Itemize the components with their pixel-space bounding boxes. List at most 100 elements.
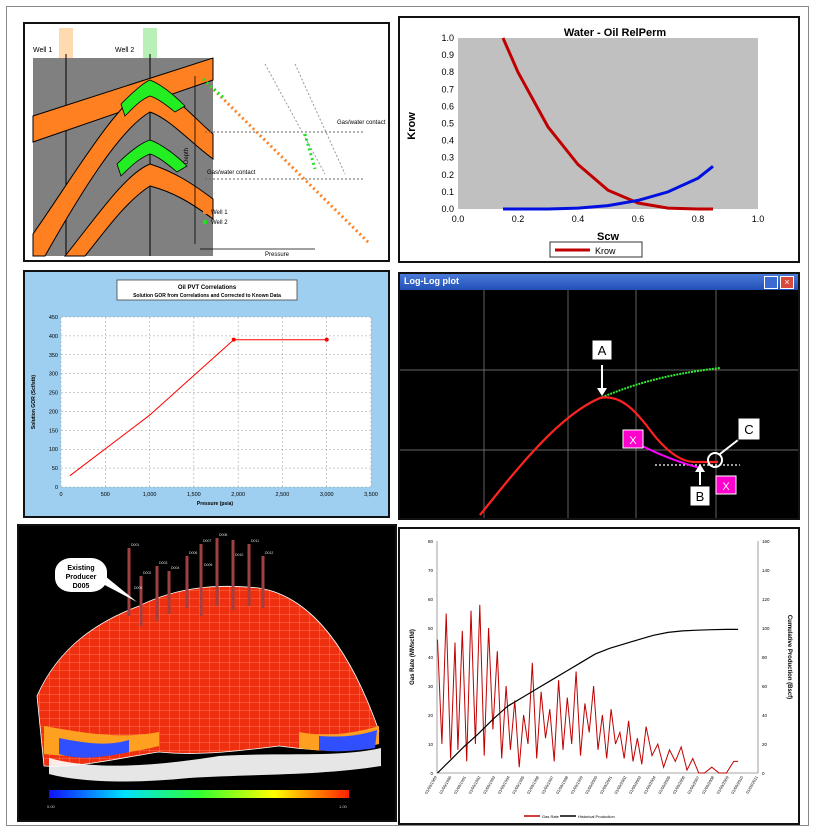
x-tick-label: 01/09/1996 (526, 774, 541, 795)
gas-water-contact-upper: Gas/water contact (337, 120, 386, 126)
legend-label-gas-rate: Gas Rate (542, 814, 560, 819)
y-tick-label: 0.6 (441, 101, 454, 111)
x-tick-label: 01/09/2001 (599, 774, 614, 795)
x-tick-label: 01/09/2007 (686, 774, 701, 795)
y-axis-label: Solution GOR (Scf/stb) (31, 375, 37, 429)
x-tick-label: 01/09/2003 (628, 774, 643, 795)
label-a: A (598, 343, 607, 358)
y-tick-label: 50 (52, 466, 58, 472)
krow-line (501, 37, 713, 211)
title-box (116, 279, 298, 301)
callout-bubble (55, 558, 107, 592)
window-titlebar: Log-Log plot × (400, 274, 798, 290)
scale-min-label: 0.00 (47, 804, 56, 809)
left-tick-label: 80 (428, 539, 434, 544)
marker-x-1 (622, 429, 644, 449)
close-icon[interactable]: × (780, 276, 794, 289)
left-axis-label: Gas Rate (MMscf/d) (410, 629, 416, 685)
x-tick-label: 01/09/2011 (745, 774, 760, 794)
y-tick-label: 200 (49, 409, 58, 415)
label-c: C (744, 422, 753, 437)
x-tick-label: 0.0 (452, 214, 465, 224)
label-c-box (737, 417, 761, 441)
legend-label-production: Historical Production (578, 814, 615, 819)
well-label-d011: D011 (251, 539, 259, 543)
x-tick-label: 0.6 (632, 214, 645, 224)
x-tick-label: 1,500 (187, 492, 201, 498)
y-tick-label: 400 (49, 334, 58, 340)
y-tick-label: 300 (49, 372, 58, 378)
y-tick-label: 0.8 (441, 67, 454, 77)
plot-area (61, 317, 371, 487)
well-label-d010: D010 (235, 553, 243, 557)
x-tick-label: 0.8 (692, 214, 705, 224)
well-label-d001: D001 (131, 543, 139, 547)
left-tick-label: 40 (428, 655, 434, 660)
y-tick-label: 1.0 (441, 33, 454, 43)
x-tick-label: 01/09/1990 (438, 774, 453, 795)
x-tick-label: 0.2 (512, 214, 525, 224)
x-axis-label: Pressure (psia) (197, 501, 233, 507)
color-scale-bar (49, 790, 349, 798)
legend-label-krow: Krow (595, 246, 616, 256)
x-tick-label: 01/09/2009 (715, 774, 730, 795)
point-c-circle (707, 452, 723, 468)
left-tick-label: 20 (428, 713, 434, 718)
x-tick-label: 01/09/1997 (540, 774, 555, 795)
well-label-d004: D004 (171, 566, 179, 570)
scale-max-label: 1.00 (339, 804, 348, 809)
y-axis-label: Krow (406, 112, 418, 140)
right-tick-label: 140 (762, 568, 770, 573)
x-tick-label: 2,000 (231, 492, 245, 498)
y-tick-label: 0.1 (441, 187, 454, 197)
left-tick-label: 0 (430, 771, 433, 776)
left-tick-label: 50 (428, 626, 434, 631)
x-tick-label: 01/09/1998 (555, 774, 570, 795)
x-tick-label: 01/09/2005 (657, 774, 672, 795)
x-tick-label: 01/09/2006 (672, 774, 687, 795)
well-label-d002: D002 (143, 571, 151, 575)
x-axis-label: Scw (597, 231, 619, 243)
y-tick-label: 150 (49, 428, 58, 434)
panel-relperm-chart: Water - Oil RelPerm Krow Scw 0.0 0.2 0.4 0.… (398, 16, 800, 263)
left-tick-label: 30 (428, 684, 434, 689)
right-tick-label: 0 (762, 771, 765, 776)
x-tick-label: 01/09/2010 (730, 774, 745, 795)
y-tick-label: 0.5 (441, 119, 454, 129)
panel-pvt-chart: Oil PVT Correlations Solution GOR from C… (23, 270, 390, 518)
x-tick-label: 1,000 (143, 492, 157, 498)
depth-axis-label: Depth (184, 148, 190, 164)
restore-icon[interactable] (764, 276, 778, 289)
y-tick-label: 0.9 (441, 50, 454, 60)
x-tick-label: 3,000 (320, 492, 334, 498)
y-tick-label: 100 (49, 447, 58, 453)
gas-water-contact-lower: Gas/water contact (207, 170, 256, 176)
marker-x-1-label: X (629, 435, 637, 447)
y-tick-label: 0.2 (441, 170, 454, 180)
well-label-d005: D005 (134, 586, 142, 590)
x-tick-label: 01/09/1992 (467, 774, 482, 795)
x-tick-label: 01/09/2002 (613, 774, 628, 795)
right-tick-label: 60 (762, 684, 768, 689)
marker-x-2-label: X (722, 481, 730, 493)
y-tick-label: 0.0 (441, 204, 454, 214)
x-tick-label: 01/09/1993 (482, 774, 497, 795)
x-tick-label: 2,500 (276, 492, 290, 498)
window-title: Log-Log plot (404, 276, 459, 286)
historical-production-line (437, 628, 739, 774)
right-tick-label: 120 (762, 597, 770, 602)
panel-loglog-window: Log-Log plot × A B C X X (398, 272, 800, 520)
well-2-label: Well 2 (115, 47, 134, 54)
right-tick-label: 80 (762, 655, 768, 660)
x-tick-label: 3,500 (364, 492, 378, 498)
label-b-box (689, 485, 711, 507)
right-tick-label: 40 (762, 713, 768, 718)
x-tick-label: 01/09/2008 (701, 774, 716, 795)
well-label-d012: D012 (265, 551, 273, 555)
left-tick-label: 10 (428, 742, 434, 747)
x-tick-label: 01/09/1991 (453, 774, 468, 795)
right-tick-label: 160 (762, 539, 770, 544)
chart-title: Oil PVT Correlations (178, 285, 237, 291)
solution-gor-line (69, 339, 327, 477)
label-a-box (591, 339, 613, 361)
